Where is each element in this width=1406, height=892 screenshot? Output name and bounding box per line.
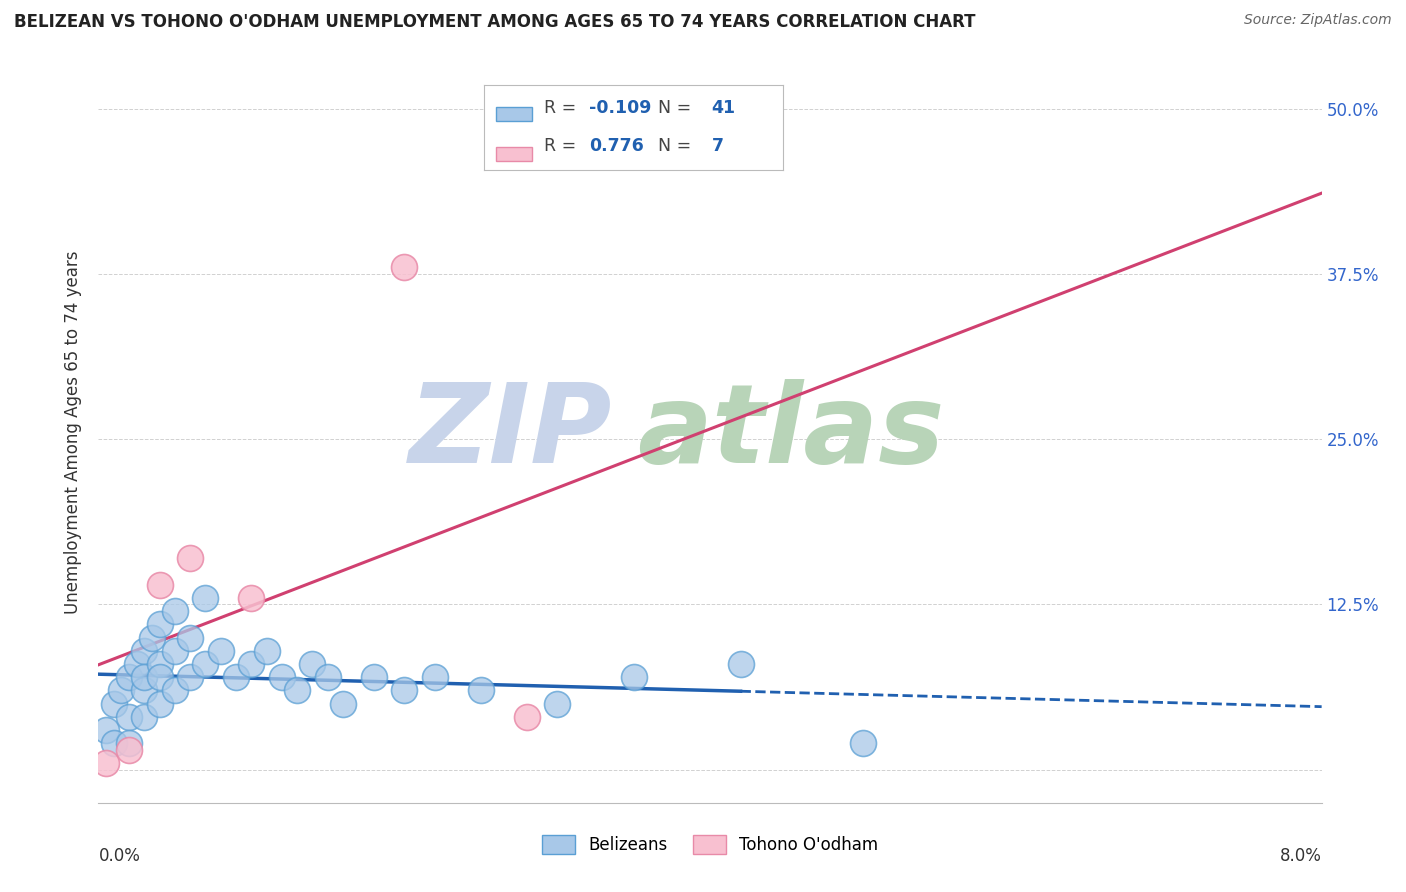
Point [194, 591, 217, 605]
Point [623, 670, 645, 684]
Point [149, 577, 172, 591]
Point [240, 657, 263, 671]
Point [332, 697, 354, 711]
Point [852, 736, 875, 750]
Point [730, 657, 752, 671]
Point [141, 631, 163, 645]
Point [94, 723, 117, 737]
Point [103, 736, 125, 750]
Point [149, 657, 172, 671]
Point [163, 683, 186, 698]
Point [163, 644, 186, 658]
Text: ZIP: ZIP [409, 379, 612, 486]
Point [301, 657, 323, 671]
Point [209, 644, 232, 658]
Point [194, 657, 217, 671]
Text: Source: ZipAtlas.com: Source: ZipAtlas.com [1244, 13, 1392, 28]
Point [225, 670, 247, 684]
Point [316, 670, 339, 684]
Point [546, 697, 568, 711]
Point [270, 670, 294, 684]
Point [423, 670, 446, 684]
Point [118, 710, 141, 724]
Point [179, 631, 201, 645]
Point [363, 670, 385, 684]
Point [149, 617, 172, 632]
Point [256, 644, 278, 658]
Text: atlas: atlas [637, 379, 943, 486]
Point [134, 644, 156, 658]
Y-axis label: Unemployment Among Ages 65 to 74 years: Unemployment Among Ages 65 to 74 years [65, 251, 83, 615]
Point [392, 683, 416, 698]
Point [103, 697, 125, 711]
Point [110, 683, 132, 698]
Point [149, 697, 172, 711]
Point [94, 756, 117, 771]
Point [392, 260, 416, 275]
Point [240, 591, 263, 605]
Legend: Belizeans, Tohono O'odham: Belizeans, Tohono O'odham [536, 829, 884, 861]
Point [134, 683, 156, 698]
Point [179, 551, 201, 566]
Point [285, 683, 308, 698]
Point [118, 743, 141, 757]
Point [163, 604, 186, 618]
Point [134, 670, 156, 684]
Point [134, 710, 156, 724]
Text: 8.0%: 8.0% [1279, 847, 1322, 865]
Point [516, 710, 538, 724]
Text: 0.0%: 0.0% [98, 847, 141, 865]
Point [118, 736, 141, 750]
Point [149, 670, 172, 684]
Point [125, 657, 148, 671]
Text: BELIZEAN VS TOHONO O'ODHAM UNEMPLOYMENT AMONG AGES 65 TO 74 YEARS CORRELATION CH: BELIZEAN VS TOHONO O'ODHAM UNEMPLOYMENT … [14, 13, 976, 31]
Point [179, 670, 201, 684]
Point [470, 683, 492, 698]
Point [118, 670, 141, 684]
